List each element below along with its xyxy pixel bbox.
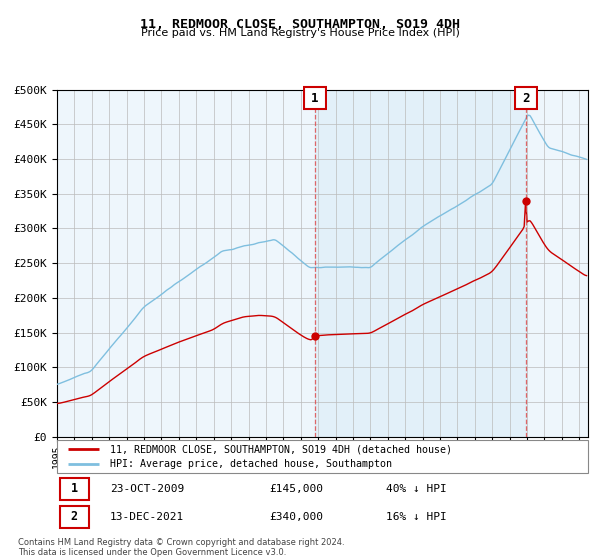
- Bar: [315, 90, 526, 437]
- Text: Contains HM Land Registry data © Crown copyright and database right 2024.
This d: Contains HM Land Registry data © Crown c…: [18, 538, 344, 557]
- FancyBboxPatch shape: [304, 87, 326, 109]
- Text: 1: 1: [311, 91, 319, 105]
- Text: Price paid vs. HM Land Registry's House Price Index (HPI): Price paid vs. HM Land Registry's House …: [140, 28, 460, 38]
- Text: 1: 1: [71, 482, 78, 496]
- FancyBboxPatch shape: [57, 440, 588, 473]
- Text: 13-DEC-2021: 13-DEC-2021: [110, 512, 184, 522]
- Text: £145,000: £145,000: [269, 484, 323, 494]
- Text: 40% ↓ HPI: 40% ↓ HPI: [386, 484, 447, 494]
- Text: 11, REDMOOR CLOSE, SOUTHAMPTON, SO19 4DH (detached house): 11, REDMOOR CLOSE, SOUTHAMPTON, SO19 4DH…: [110, 445, 452, 455]
- Text: 2: 2: [523, 91, 530, 105]
- Text: HPI: Average price, detached house, Southampton: HPI: Average price, detached house, Sout…: [110, 459, 392, 469]
- Text: £340,000: £340,000: [269, 512, 323, 522]
- FancyBboxPatch shape: [59, 478, 89, 500]
- Text: 16% ↓ HPI: 16% ↓ HPI: [386, 512, 447, 522]
- Text: 11, REDMOOR CLOSE, SOUTHAMPTON, SO19 4DH: 11, REDMOOR CLOSE, SOUTHAMPTON, SO19 4DH: [140, 18, 460, 31]
- FancyBboxPatch shape: [515, 87, 537, 109]
- Text: 23-OCT-2009: 23-OCT-2009: [110, 484, 184, 494]
- FancyBboxPatch shape: [59, 506, 89, 528]
- Text: 2: 2: [71, 510, 78, 524]
